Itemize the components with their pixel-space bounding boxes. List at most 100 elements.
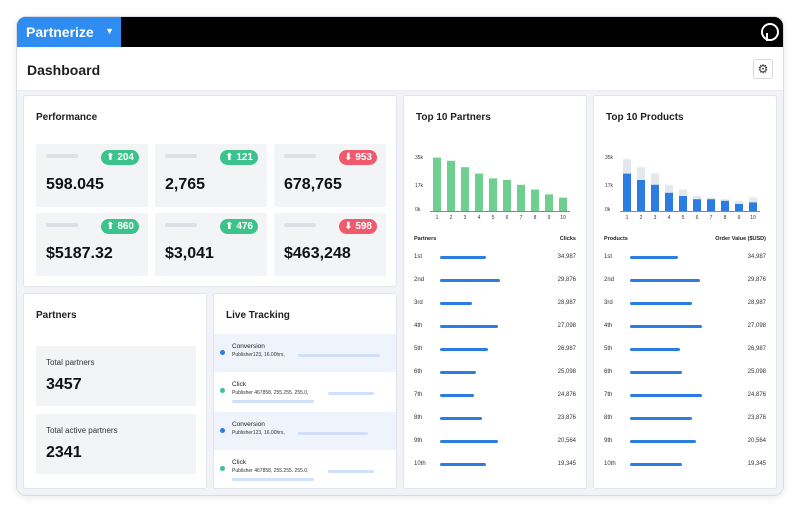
- chart-bar[interactable]: [679, 196, 687, 212]
- partners-title: Partners: [36, 310, 77, 321]
- rank-label: 9th: [604, 438, 613, 444]
- top-partners-bar-chart: [430, 157, 570, 212]
- x-tick-label: 1: [625, 215, 629, 221]
- tracking-placeholder-bar: [298, 354, 380, 357]
- kpi-label-placeholder: [46, 154, 78, 158]
- kpi-change-badge: ⬆ 204: [101, 150, 139, 165]
- tracking-item[interactable]: Conversion Publisher123, 16.00hrs,: [214, 412, 396, 450]
- rank-bar: [630, 256, 678, 259]
- rank-bar: [440, 279, 500, 282]
- top-partners-title: Top 10 Partners: [416, 112, 491, 123]
- kpi-value: 598.045: [46, 176, 104, 193]
- rank-bar: [440, 348, 488, 351]
- rank-bar: [440, 440, 498, 443]
- kpi-tile[interactable]: ⬆ 860 $5187.32: [36, 213, 148, 276]
- rank-value: 26,987: [747, 346, 766, 352]
- chart-bar[interactable]: [637, 180, 645, 212]
- tracking-item[interactable]: Click Publisher 467858, 255.255. 255.0,: [214, 450, 396, 488]
- profile-icon[interactable]: [761, 23, 779, 41]
- chart-bar[interactable]: [693, 199, 701, 212]
- chart-bar[interactable]: [447, 160, 455, 212]
- chart-bar[interactable]: [531, 189, 539, 212]
- column-header-partners: Partners: [414, 236, 437, 242]
- column-header-clicks: Clicks: [559, 236, 576, 242]
- kpi-tile[interactable]: ⬆ 121 2,765: [155, 144, 267, 207]
- rank-label: 7th: [414, 392, 423, 398]
- chart-bar[interactable]: [517, 184, 525, 212]
- click-dot-icon: [220, 466, 225, 471]
- chart-bar[interactable]: [651, 184, 659, 212]
- rank-bar: [440, 302, 472, 305]
- rank-label: 4th: [414, 323, 423, 329]
- chart-bar[interactable]: [749, 202, 757, 212]
- chart-bar[interactable]: [461, 167, 469, 212]
- chart-bar[interactable]: [545, 194, 553, 212]
- brand-switcher[interactable]: Partnerize ▼: [17, 17, 121, 47]
- kpi-value: 2,765: [165, 176, 206, 193]
- tracking-type: Conversion: [232, 421, 265, 428]
- kpi-label-placeholder: [46, 223, 78, 227]
- rank-value: 23,876: [747, 415, 766, 421]
- rank-label: 6th: [414, 369, 423, 375]
- tracking-type: Conversion: [232, 343, 265, 350]
- chart-bar[interactable]: [559, 197, 567, 212]
- rank-label: 8th: [414, 415, 423, 421]
- conversion-dot-icon: [220, 350, 225, 355]
- kpi-change-badge: ⬇ 953: [339, 150, 377, 165]
- y-tick-label: 35k: [415, 155, 424, 161]
- chart-bar[interactable]: [721, 200, 729, 212]
- x-tick-label: 4: [667, 215, 671, 221]
- total-partners-value: 3457: [46, 376, 82, 393]
- chart-bar[interactable]: [503, 180, 511, 212]
- rank-value: 20,564: [747, 438, 766, 444]
- chart-bar[interactable]: [475, 173, 483, 212]
- kpi-change-badge: ⬆ 860: [101, 219, 139, 234]
- tracking-type: Click: [232, 381, 247, 388]
- gear-icon[interactable]: ⚙: [753, 59, 773, 79]
- y-tick-label: 0k: [605, 207, 611, 213]
- rank-label: 10th: [414, 461, 426, 467]
- total-active-partners-label: Total active partners: [46, 426, 118, 435]
- rank-bar: [440, 325, 498, 328]
- partners-card: Partners Total partners 3457 Total activ…: [23, 293, 207, 489]
- rank-bar: [630, 348, 680, 351]
- total-active-partners-tile[interactable]: Total active partners 2341: [36, 414, 196, 474]
- chart-bar[interactable]: [707, 199, 715, 212]
- top-products-bar-chart: [620, 159, 760, 212]
- top-products-card: Top 10 Products 35k 17k 0k 1 2 3 4 5 6 7 8 9 10 P…: [593, 95, 777, 489]
- tracking-detail: Publisher 467858, 255.255. 255.0,: [232, 390, 309, 396]
- performance-title: Performance: [36, 112, 98, 123]
- kpi-tile[interactable]: ⬆ 204 598.045: [36, 144, 148, 207]
- total-partners-tile[interactable]: Total partners 3457: [36, 346, 196, 406]
- x-tick-label: 7: [709, 215, 713, 221]
- kpi-tile[interactable]: ⬇ 598 $463,248: [274, 213, 386, 276]
- x-tick-label: 10: [560, 215, 566, 221]
- kpi-label-placeholder: [165, 223, 197, 227]
- column-header-products: Products: [604, 236, 628, 242]
- brand-name: Partnerize: [26, 24, 94, 40]
- total-active-partners-value: 2341: [46, 444, 82, 461]
- kpi-tile[interactable]: ⬆ 476 $3,041: [155, 213, 267, 276]
- tracking-placeholder-bar: [232, 400, 314, 403]
- kpi-tile[interactable]: ⬇ 953 678,765: [274, 144, 386, 207]
- kpi-value: $3,041: [165, 245, 214, 262]
- chart-bar[interactable]: [665, 192, 673, 212]
- y-tick-label: 17k: [415, 183, 424, 189]
- top-products-title: Top 10 Products: [606, 112, 684, 123]
- rank-value: 27,098: [747, 323, 766, 329]
- tracking-detail: Publisher123, 16.00hrs,: [232, 430, 285, 436]
- chart-bar[interactable]: [623, 173, 631, 212]
- tracking-item[interactable]: Conversion Publisher123, 16.00hrs,: [214, 334, 396, 372]
- rank-value: 34,987: [557, 254, 576, 260]
- rank-label: 8th: [604, 415, 613, 421]
- rank-value: 28,987: [747, 300, 766, 306]
- rank-bar: [630, 325, 702, 328]
- chart-bar[interactable]: [489, 178, 497, 212]
- chart-bar[interactable]: [735, 204, 743, 212]
- tracking-item[interactable]: Click Publisher 467858, 255.255. 255.0,: [214, 372, 396, 410]
- chart-bar[interactable]: [433, 157, 441, 212]
- x-tick-label: 5: [491, 215, 495, 221]
- dashboard-content: Performance ⬆ 204 598.045 ⬆ 121 2,765 ⬇ …: [17, 91, 783, 495]
- x-tick-label: 10: [750, 215, 756, 221]
- x-tick-label: 1: [435, 215, 439, 221]
